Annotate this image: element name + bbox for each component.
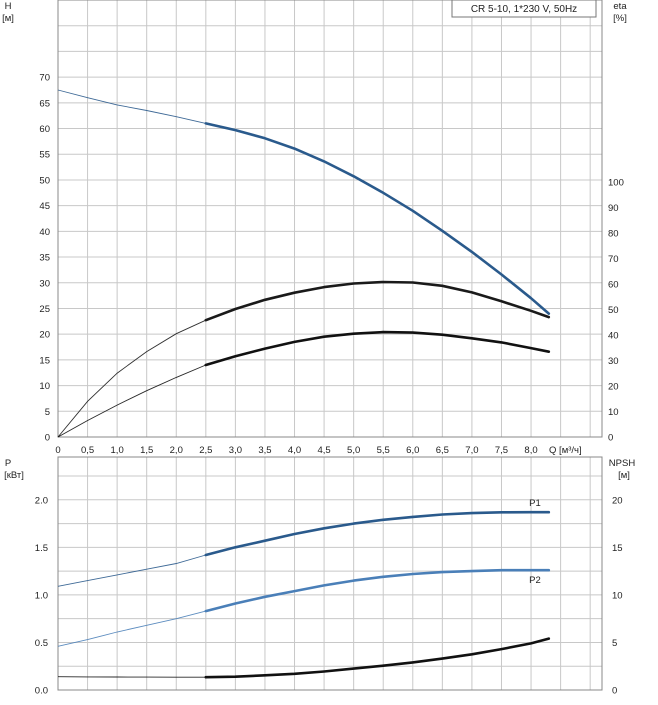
y-right-tick-label: 40	[608, 330, 619, 341]
npsh-tick-label: 0	[612, 686, 617, 697]
x-tick-label: 7,0	[465, 445, 478, 456]
x-tick-label: 5,0	[347, 445, 360, 456]
y-right-tick-label: 90	[608, 203, 619, 214]
bottom-p1-thin-line	[57, 554, 206, 587]
x-tick-label: 7,5	[495, 445, 508, 456]
top-panel-grid	[57, 0, 603, 438]
p-axis-label: P	[5, 458, 11, 469]
y-right-tick-label: 30	[608, 356, 619, 367]
x-tick-label: 3,0	[229, 445, 242, 456]
top-h-thick-line	[204, 122, 551, 315]
top-npsh-upper-thick-line	[204, 330, 551, 367]
x-tick-label: 0	[55, 445, 60, 456]
top-panel-frame	[57, 0, 603, 438]
x-tick-label: 6,5	[436, 445, 449, 456]
x-tick-label: 3,5	[258, 445, 271, 456]
y-right-tick-label: 0	[608, 433, 613, 444]
y-left-tick-label: 65	[39, 98, 50, 109]
top-series-eta	[57, 280, 551, 438]
npsh-tick-label: 20	[612, 495, 623, 506]
x-tick-label: 0,5	[81, 445, 94, 456]
top-eta-thick-line	[204, 280, 551, 322]
x-tick-label: 8,0	[524, 445, 537, 456]
y-right-tick-label: 60	[608, 279, 619, 290]
bottom-series-npsh	[57, 637, 551, 679]
p-tick-label: 0.5	[35, 638, 48, 649]
title-frame	[451, 0, 597, 18]
x-axis-label: Q [м³/ч]	[549, 445, 582, 456]
y-left-tick-label: 40	[39, 227, 50, 238]
bottom-panel-frame	[57, 456, 603, 691]
y-left-tick-label: 55	[39, 150, 50, 161]
y-left-tick-label: 20	[39, 330, 50, 341]
x-tick-label: 4,0	[288, 445, 301, 456]
npsh-tick-label: 5	[612, 638, 617, 649]
x-tick-label: 6,0	[406, 445, 419, 456]
y-right-tick-label: 100	[608, 177, 624, 188]
x-tick-label: 2,0	[170, 445, 183, 456]
y-right-tick-label: 50	[608, 305, 619, 316]
y-left-axis-unit: [м]	[2, 13, 14, 24]
y-left-tick-label: 0	[45, 433, 50, 444]
top-series-npsh-upper	[57, 330, 551, 438]
x-tick-label: 1,0	[111, 445, 124, 456]
y-right-axis-label: eta	[613, 1, 627, 12]
y-left-axis-label: H	[5, 1, 12, 12]
bottom-npsh-thin-line	[57, 676, 206, 678]
p-tick-label: 1.0	[35, 590, 48, 601]
y-right-tick-label: 10	[608, 407, 619, 418]
top-series-h	[57, 89, 551, 315]
y-left-tick-label: 45	[39, 201, 50, 212]
y-left-tick-label: 15	[39, 355, 50, 366]
series-label-p1: P1	[529, 498, 541, 509]
chart-title-box: CR 5-10, 1*230 V, 50Hz	[451, 0, 597, 18]
y-right-axis-unit: [%]	[613, 13, 627, 24]
top-eta-thin-line	[57, 319, 206, 438]
y-left-tick-label: 35	[39, 253, 50, 264]
y-left-tick-label: 50	[39, 175, 50, 186]
bottom-npsh-thick-line	[204, 637, 551, 679]
p-tick-label: 2.0	[35, 495, 48, 506]
series-label-p2: P2	[529, 575, 541, 586]
y-left-tick-label: 60	[39, 124, 50, 135]
x-tick-label: 2,5	[199, 445, 212, 456]
y-left-tick-label: 30	[39, 278, 50, 289]
bottom-p2-thin-line	[57, 610, 206, 647]
npsh-axis-label: NPSH	[609, 458, 636, 469]
y-left-tick-label: 10	[39, 381, 50, 392]
bottom-p1-thick-line	[204, 510, 551, 557]
npsh-tick-label: 15	[612, 543, 623, 554]
bottom-series-p1	[57, 510, 551, 587]
y-left-tick-label: 25	[39, 304, 50, 315]
y-left-tick-label: 70	[39, 73, 50, 84]
bottom-p2-thick-line	[204, 568, 551, 613]
top-h-thin-line	[57, 89, 206, 124]
y-right-tick-label: 70	[608, 254, 619, 265]
y-right-tick-label: 80	[608, 228, 619, 239]
bottom-series-p2	[57, 568, 551, 647]
y-right-tick-label: 20	[608, 381, 619, 392]
p-tick-label: 0.0	[35, 686, 48, 697]
x-tick-label: 5,5	[377, 445, 390, 456]
x-tick-label: 4,5	[317, 445, 330, 456]
chart-title: CR 5-10, 1*230 V, 50Hz	[471, 4, 577, 15]
x-tick-label: 1,5	[140, 445, 153, 456]
npsh-axis-unit: [м]	[618, 470, 630, 481]
y-left-tick-label: 5	[45, 407, 50, 418]
p-tick-label: 1.5	[35, 543, 48, 554]
top-npsh-upper-thin-line	[57, 364, 206, 438]
npsh-tick-label: 10	[612, 590, 623, 601]
p-axis-unit: [кВт]	[4, 470, 24, 481]
bottom-panel-grid	[57, 456, 603, 691]
